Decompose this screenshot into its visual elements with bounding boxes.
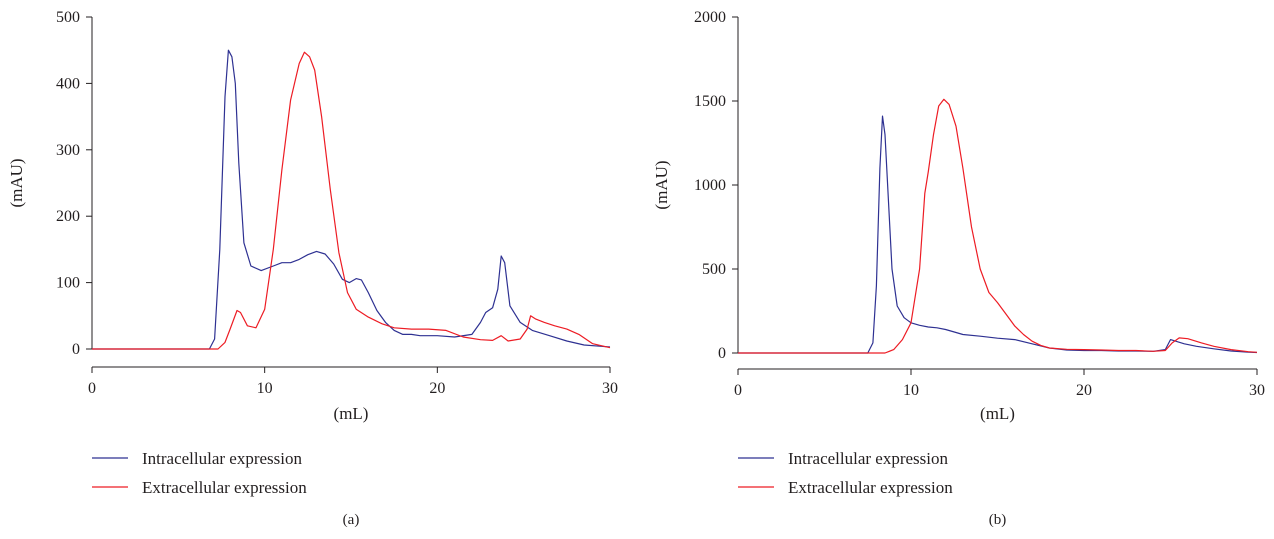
series-line-intracellular [92,49,611,350]
chart-panel-b: 0 500 1000 1500 2000 0 10 20 30 (mL) (mAU) Intracel… [652,9,1265,528]
y-tick-label: 100 [56,275,80,292]
y-axis-label: (mAU) [652,160,671,209]
chart-panel-a: 0 100 200 300 400 500 0 10 20 30 (mL) (mAU) Intracel… [7,9,618,528]
y-tick-label: 2000 [694,9,726,26]
x-tick-label: 20 [1076,382,1092,399]
x-tick-label: 30 [1249,382,1265,399]
legend-label: Extracellular expression [788,478,953,497]
panel-label: (a) [343,512,360,528]
y-tick-label: 1000 [694,177,726,194]
x-tick-label: 0 [88,380,96,397]
series-line-extracellular [92,51,611,350]
legend-label: Intracellular expression [142,449,303,468]
panel-label: (b) [989,512,1007,528]
y-tick-label: 300 [56,142,80,159]
y-tick-label: 0 [718,345,726,362]
x-tick-label: 20 [429,380,445,397]
x-tick-label: 0 [734,382,742,399]
y-tick-label: 1500 [694,93,726,110]
series-line-extracellular [738,98,1258,354]
x-tick-label: 10 [257,380,273,397]
y-tick-label: 500 [702,261,726,278]
x-axis-label: (mL) [334,404,369,423]
series-line-intracellular [738,115,1258,354]
y-tick-label: 0 [72,341,80,358]
y-tick-label: 400 [56,75,80,92]
y-tick-label: 500 [56,9,80,26]
legend-label: Extracellular expression [142,478,307,497]
x-tick-label: 10 [903,382,919,399]
y-axis-label: (mAU) [7,158,26,207]
x-axis-label: (mL) [980,404,1015,423]
y-tick-label: 200 [56,208,80,225]
x-tick-label: 30 [602,380,618,397]
legend-label: Intracellular expression [788,449,949,468]
